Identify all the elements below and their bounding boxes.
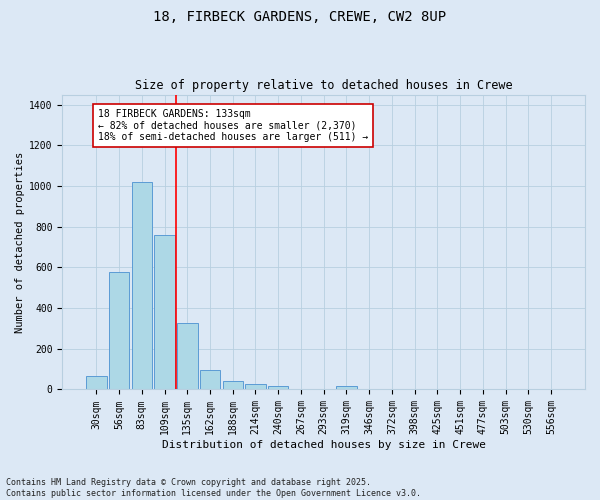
Bar bbox=[268, 386, 289, 390]
X-axis label: Distribution of detached houses by size in Crewe: Distribution of detached houses by size … bbox=[161, 440, 485, 450]
Text: 18, FIRBECK GARDENS, CREWE, CW2 8UP: 18, FIRBECK GARDENS, CREWE, CW2 8UP bbox=[154, 10, 446, 24]
Text: Contains HM Land Registry data © Crown copyright and database right 2025.
Contai: Contains HM Land Registry data © Crown c… bbox=[6, 478, 421, 498]
Bar bbox=[131, 182, 152, 390]
Bar bbox=[154, 235, 175, 390]
Bar bbox=[245, 384, 266, 390]
Bar bbox=[109, 272, 130, 390]
Title: Size of property relative to detached houses in Crewe: Size of property relative to detached ho… bbox=[135, 79, 512, 92]
Y-axis label: Number of detached properties: Number of detached properties bbox=[15, 152, 25, 332]
Text: 18 FIRBECK GARDENS: 133sqm
← 82% of detached houses are smaller (2,370)
18% of s: 18 FIRBECK GARDENS: 133sqm ← 82% of deta… bbox=[98, 109, 368, 142]
Bar bbox=[177, 324, 197, 390]
Bar bbox=[86, 376, 107, 390]
Bar bbox=[200, 370, 220, 390]
Bar bbox=[223, 382, 243, 390]
Bar bbox=[336, 386, 356, 390]
